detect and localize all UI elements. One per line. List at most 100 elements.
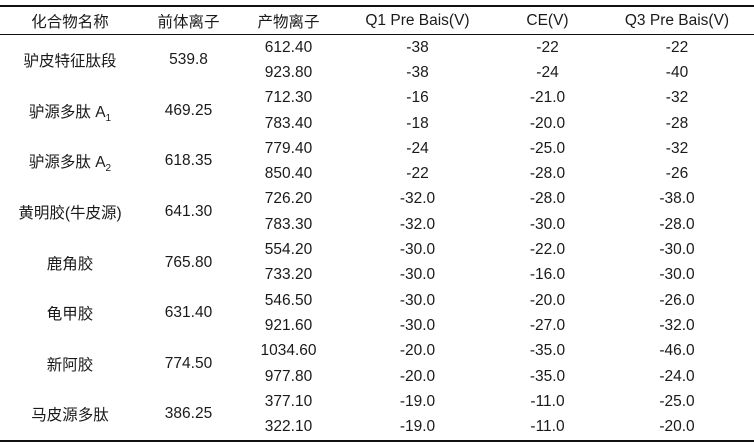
precursor-ion-cell: 469.25: [164, 101, 213, 119]
table-row: 驴皮特征肽段 539.8 612.40 -38 -22 -22: [0, 35, 754, 71]
q1-pre-bias-cell: -30.0: [399, 266, 436, 284]
product-ion-cell: 377.10: [264, 392, 313, 410]
table-row: 850.40 -22 -28.0 -26: [0, 161, 754, 186]
column-header-compound-name: 化合物名称: [0, 6, 140, 35]
column-header-product-ion: 产物离子: [237, 6, 340, 35]
compound-name-cell: 驴源多肽 A2: [0, 136, 140, 187]
ce-cell: -30.0: [529, 215, 566, 233]
compound-name-text: 驴源多肽 A: [28, 103, 106, 121]
product-ion-cell: 733.20: [264, 266, 313, 284]
compound-name-cell: 龟甲胶: [0, 288, 140, 339]
q1-pre-bias-cell: -30.0: [399, 316, 436, 334]
ce-cell: -20.0: [529, 291, 566, 309]
q3-pre-bias-cell: -38.0: [659, 190, 695, 208]
q1-pre-bias-cell: -32.0: [399, 215, 436, 233]
q3-pre-bias-cell: -26: [665, 165, 689, 183]
table-row: 733.20 -30.0 -16.0 -30.0: [0, 263, 754, 288]
q3-pre-bias-cell: -24.0: [659, 367, 695, 385]
precursor-ion-cell: 765.80: [164, 253, 213, 271]
q3-pre-bias-cell: -28: [665, 114, 689, 132]
compound-name-subscript: 2: [105, 163, 112, 175]
q1-pre-bias-cell: -38: [406, 63, 429, 81]
product-ion-cell: 779.40: [264, 139, 313, 157]
column-header-precursor-ion: 前体离子: [140, 6, 237, 35]
ce-cell: -21.0: [529, 89, 566, 107]
column-header-ce: CE(V): [495, 6, 600, 35]
product-ion-cell: 546.50: [264, 291, 313, 309]
table-row: 驴源多肽 A1 469.25 712.30 -16 -21.0 -32: [0, 86, 754, 123]
table-row: 322.10 -19.0 -11.0 -20.0: [0, 414, 754, 440]
column-header-q1-pre-bias: Q1 Pre Bais(V): [340, 6, 495, 35]
ce-cell: -22: [536, 38, 559, 56]
q3-pre-bias-cell: -26.0: [659, 291, 695, 309]
table-row: 977.80 -20.0 -35.0 -24.0: [0, 364, 754, 389]
product-ion-cell: 1034.60: [260, 342, 317, 360]
compound-name-subscript: 1: [105, 112, 112, 124]
product-ion-cell: 726.20: [264, 190, 313, 208]
table-body: 驴皮特征肽段 539.8 612.40 -38 -22 -22 923.80 -38 -24 -4…: [0, 35, 754, 441]
ce-cell: -35.0: [529, 342, 566, 360]
table-row: 马皮源多肽 386.25 377.10 -19.0 -11.0 -25.0: [0, 389, 754, 425]
compound-name-cell: 马皮源多肽: [0, 389, 140, 441]
product-ion-cell: 977.80: [264, 367, 313, 385]
q3-pre-bias-cell: -32: [665, 89, 689, 107]
q3-pre-bias-cell: -30.0: [659, 266, 695, 284]
precursor-ion-cell: 386.25: [164, 405, 213, 423]
ce-cell: -27.0: [529, 316, 566, 334]
q1-pre-bias-cell: -19.0: [399, 418, 436, 436]
q1-pre-bias-cell: -20.0: [399, 342, 436, 360]
ce-cell: -11.0: [530, 418, 565, 436]
mrm-parameters-table: 化合物名称 前体离子 产物离子 Q1 Pre Bais(V) CE(V) Q3 …: [0, 5, 754, 442]
q1-pre-bias-cell: -22: [406, 165, 429, 183]
q1-pre-bias-cell: -32.0: [399, 190, 436, 208]
precursor-ion-cell: 539.8: [169, 51, 208, 69]
product-ion-cell: 783.30: [264, 215, 313, 233]
product-ion-cell: 921.60: [264, 316, 313, 334]
compound-name-cell: 驴源多肽 A1: [0, 86, 140, 137]
product-ion-cell: 554.20: [264, 241, 313, 259]
compound-name-text: 黄明胶(牛皮源): [18, 205, 122, 223]
table-row: 783.30 -32.0 -30.0 -28.0: [0, 212, 754, 237]
compound-name-text: 鹿角胶: [46, 255, 94, 273]
q3-pre-bias-cell: -20.0: [659, 418, 695, 436]
ce-cell: -25.0: [529, 139, 566, 157]
q3-pre-bias-cell: -32.0: [659, 316, 695, 334]
product-ion-cell: 923.80: [264, 63, 313, 81]
table-row: 921.60 -30.0 -27.0 -32.0: [0, 313, 754, 338]
q1-pre-bias-cell: -19.0: [399, 392, 436, 410]
precursor-ion-cell: 618.35: [164, 152, 213, 170]
product-ion-cell: 712.30: [264, 89, 313, 107]
q3-pre-bias-cell: -28.0: [659, 215, 695, 233]
column-header-q3-pre-bias: Q3 Pre Bais(V): [600, 6, 754, 35]
compound-name-cell: 鹿角胶: [0, 237, 140, 288]
ce-cell: -11.0: [530, 392, 565, 410]
q3-pre-bias-cell: -25.0: [659, 392, 695, 410]
q1-pre-bias-cell: -20.0: [399, 367, 436, 385]
product-ion-cell: 322.10: [264, 418, 313, 436]
compound-name-text: 龟甲胶: [46, 306, 94, 324]
compound-name-text: 马皮源多肽: [31, 407, 109, 425]
table-row: 黄明胶(牛皮源) 641.30 726.20 -32.0 -28.0 -38.0: [0, 187, 754, 222]
product-ion-cell: 783.40: [264, 114, 313, 132]
compound-name-text: 驴皮特征肽段: [23, 53, 117, 71]
table-row: 新阿胶 774.50 1034.60 -20.0 -35.0 -46.0: [0, 339, 754, 374]
q3-pre-bias-cell: -30.0: [659, 241, 695, 259]
q1-pre-bias-cell: -24: [406, 139, 429, 157]
q3-pre-bias-cell: -40: [665, 63, 689, 81]
q1-pre-bias-cell: -16: [406, 89, 429, 107]
compound-name-cell: 驴皮特征肽段: [0, 35, 140, 86]
ce-cell: -28.0: [529, 190, 566, 208]
ce-cell: -20.0: [529, 114, 566, 132]
q1-pre-bias-cell: -38: [406, 38, 429, 56]
table-row: 龟甲胶 631.40 546.50 -30.0 -20.0 -26.0: [0, 288, 754, 324]
q1-pre-bias-cell: -30.0: [399, 291, 436, 309]
table-row: 鹿角胶 765.80 554.20 -30.0 -22.0 -30.0: [0, 237, 754, 273]
table-row: 驴源多肽 A2 618.35 779.40 -24 -25.0 -32: [0, 136, 754, 174]
table-header-row: 化合物名称 前体离子 产物离子 Q1 Pre Bais(V) CE(V) Q3 …: [0, 6, 754, 35]
compound-name-cell: 黄明胶(牛皮源): [0, 187, 140, 238]
q3-pre-bias-cell: -46.0: [659, 342, 695, 360]
q3-pre-bias-cell: -22: [665, 38, 689, 56]
ce-cell: -24: [536, 63, 559, 81]
ce-cell: -35.0: [529, 367, 566, 385]
